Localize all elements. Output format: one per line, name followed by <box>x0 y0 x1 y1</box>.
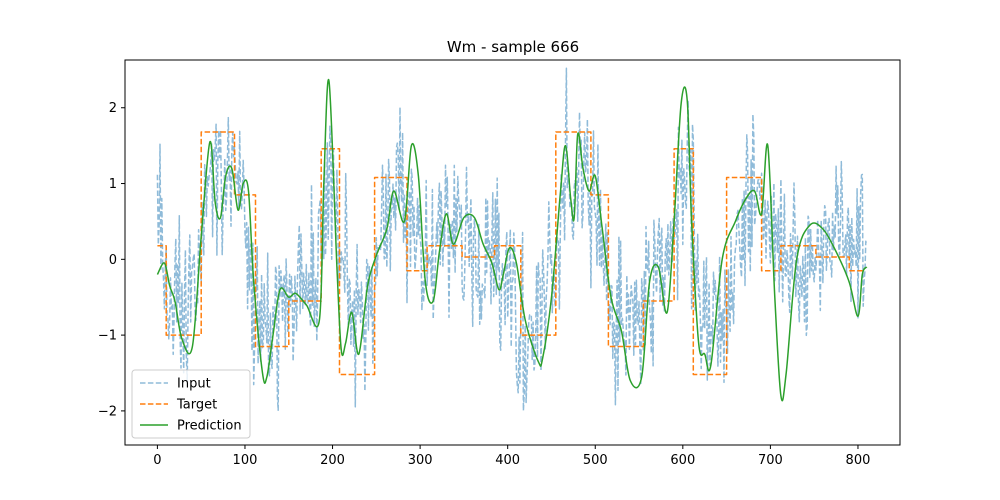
y-axis: −2 −1 0 1 2 <box>98 101 125 419</box>
x-tick-label: 400 <box>495 453 520 468</box>
series-layer <box>156 67 868 412</box>
series-line-prediction <box>156 78 868 402</box>
x-tick-label: 500 <box>583 453 608 468</box>
legend-box <box>131 369 251 439</box>
series-line-target <box>157 131 865 376</box>
x-tick-label: 200 <box>320 453 345 468</box>
x-tick-label: 800 <box>846 453 871 468</box>
x-axis: 0 100 200 300 400 500 600 700 800 <box>153 445 870 468</box>
legend-label-prediction: Prediction <box>177 419 242 434</box>
chart-title: Wm - sample 666 <box>447 38 579 56</box>
x-tick-label: 600 <box>670 453 695 468</box>
x-tick-label: 0 <box>153 453 161 468</box>
x-tick-label: 300 <box>408 453 433 468</box>
x-tick-label: 700 <box>758 453 783 468</box>
y-tick-label: −2 <box>98 404 117 419</box>
legend: Input Target Prediction <box>131 369 251 439</box>
y-tick-label: 1 <box>109 177 117 192</box>
legend-label-target: Target <box>176 398 217 413</box>
y-tick-label: −1 <box>98 329 117 344</box>
plot-area-frame <box>124 59 901 446</box>
legend-label-input: Input <box>177 377 211 392</box>
y-tick-label: 0 <box>109 253 117 268</box>
y-tick-label: 2 <box>109 101 117 116</box>
x-tick-label: 100 <box>233 453 258 468</box>
series-line-input <box>156 67 868 412</box>
